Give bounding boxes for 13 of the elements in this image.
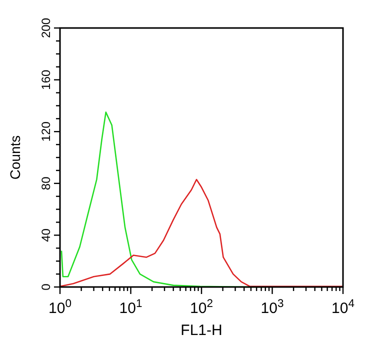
- x-tick-label: 10$^{4}$: [332, 298, 354, 317]
- y-tick-label: 160: [39, 69, 53, 90]
- y-tick-label: 0: [39, 283, 53, 290]
- y-tick-label: 80: [39, 176, 53, 190]
- x-axis-title: FL1-H: [180, 322, 222, 339]
- y-axis-title: Counts: [7, 135, 23, 180]
- y-tick-label: 120: [39, 121, 53, 142]
- x-tick-label: 10$^{1}$: [119, 298, 142, 317]
- y-tick-label: 40: [39, 228, 53, 242]
- x-tick-label: 10$^{2}$: [190, 298, 213, 317]
- x-tick-label: 10$^{0}$: [48, 298, 72, 317]
- y-tick-label: 200: [39, 18, 53, 38]
- x-tick-label: 10$^{3}$: [260, 298, 284, 317]
